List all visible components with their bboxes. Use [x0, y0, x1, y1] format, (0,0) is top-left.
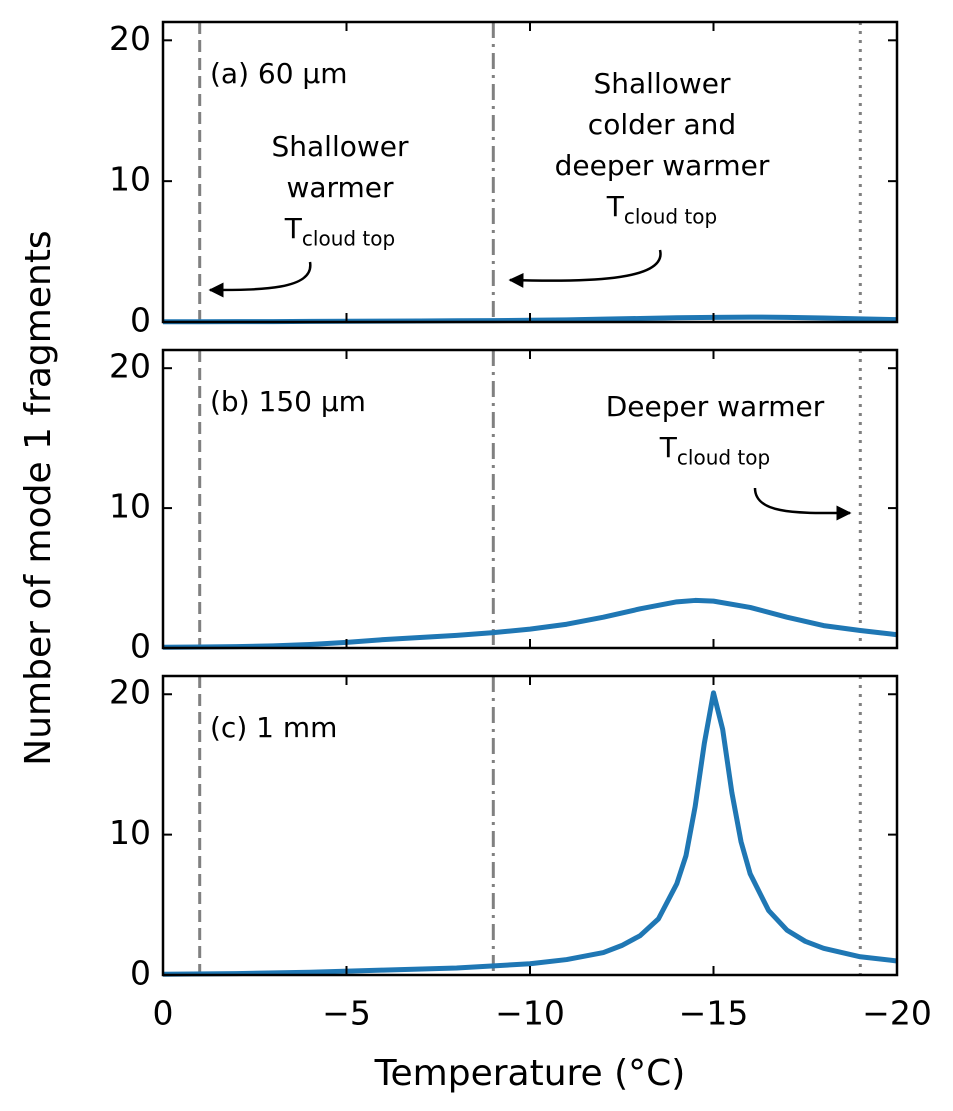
annotation-subscript: cloud top	[624, 205, 717, 229]
annotation-subscript: cloud top	[302, 227, 395, 251]
panel-label: (c) 1 mm	[210, 711, 337, 744]
annotation-text: Shallower	[271, 130, 408, 163]
y-tick-label: 10	[109, 160, 151, 199]
annotation-subscript: cloud top	[677, 446, 770, 470]
y-tick-label: 0	[130, 627, 151, 666]
x-tick-label: −10	[495, 994, 565, 1033]
panel-label: (b) 150 μm	[210, 385, 366, 418]
annotation-arrow	[508, 249, 662, 288]
y-tick-label: 0	[130, 301, 151, 340]
data-line	[162, 597, 898, 650]
y-tick-label: 10	[109, 813, 151, 852]
annotation-text: Shallower	[593, 67, 730, 100]
y-tick-label: 10	[109, 487, 151, 526]
annotation-symbol: T	[659, 431, 678, 464]
x-tick-label: −5	[322, 994, 371, 1033]
annotation-text: deeper warmer	[555, 149, 770, 182]
annotation-text: warmer	[286, 171, 394, 204]
panel: 0 10 20 (b) 150 μm Deeper warmer T cloud top Nu…	[18, 230, 899, 766]
annotation-arrow	[208, 261, 312, 298]
y-axis-label: Number of mode 1 fragments	[18, 230, 59, 765]
x-axis-label: Temperature (°C)	[374, 1053, 686, 1094]
x-tick-label: −20	[862, 994, 932, 1033]
y-tick-label: 0	[130, 954, 151, 993]
panel-label: (a) 60 μm	[210, 57, 348, 90]
y-tick-label: 20	[109, 19, 151, 58]
annotation-arrow	[753, 487, 852, 521]
panel: 0 10 20 (a) 60 μm Shallower warmer T cloud top S…	[109, 19, 899, 340]
annotation-symbol: T	[606, 190, 625, 223]
annotation-text: Deeper warmer	[606, 390, 825, 423]
x-tick-label: −15	[679, 994, 749, 1033]
data-line	[162, 690, 898, 977]
x-tick-label: 0	[153, 994, 174, 1033]
annotation-text: colder and	[588, 108, 736, 141]
y-tick-label: 20	[109, 673, 151, 712]
y-tick-label: 20	[109, 347, 151, 386]
panel: 0 10 20 0 −5 −10 −15 −20 (c) 1 mm Temperature (°C…	[109, 673, 932, 1094]
annotation-symbol: T	[284, 212, 303, 245]
